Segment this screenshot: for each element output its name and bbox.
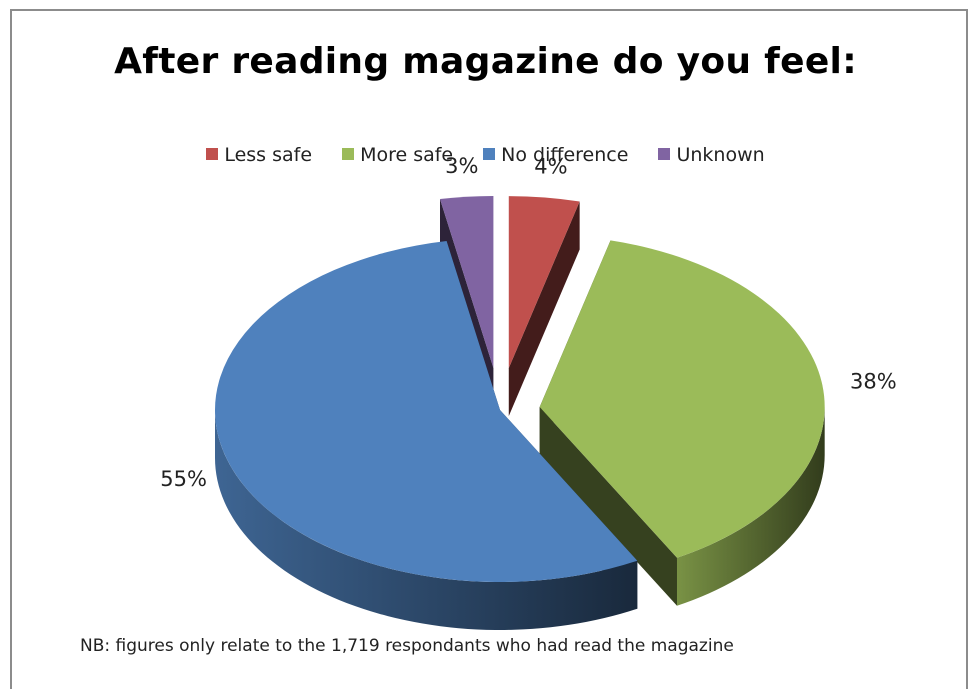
legend-label: Less safe	[224, 144, 313, 166]
data-label: 38%	[850, 370, 897, 394]
data-label: 4%	[534, 155, 567, 179]
chart-legend: Less safe More safe No difference Unknow…	[0, 144, 971, 166]
pie-slice-no-difference	[214, 241, 638, 582]
legend-swatch	[342, 148, 355, 160]
legend-item-no-difference: No difference	[483, 144, 628, 166]
legend-label: Unknown	[676, 144, 765, 166]
slice-cut-face	[539, 406, 677, 606]
data-label: 55%	[160, 467, 207, 491]
legend-swatch	[658, 148, 671, 160]
legend-label: No difference	[501, 144, 629, 166]
legend-swatch	[206, 148, 219, 160]
pie-tops	[214, 195, 825, 582]
legend-item-unknown: Unknown	[658, 144, 765, 166]
footnote: NB: figures only relate to the 1,719 res…	[80, 636, 734, 656]
slice-wall	[215, 410, 638, 631]
legend-swatch	[483, 148, 496, 160]
pie-labels: 4% 38% 55% 3%	[160, 154, 896, 491]
pie-slice-more-safe	[539, 240, 825, 558]
pie-slice-unknown	[440, 195, 494, 368]
legend-item-more-safe: More safe	[342, 144, 453, 166]
data-label: 3%	[445, 154, 478, 178]
chart-title: After reading magazine do you feel:	[114, 41, 857, 82]
pie-slice-less-safe	[508, 196, 580, 369]
legend-label: More safe	[360, 144, 454, 166]
slice-side	[508, 201, 580, 417]
legend-item-less-safe: Less safe	[206, 144, 312, 166]
slice-cut-face	[508, 201, 580, 417]
slice-wall	[676, 406, 825, 606]
